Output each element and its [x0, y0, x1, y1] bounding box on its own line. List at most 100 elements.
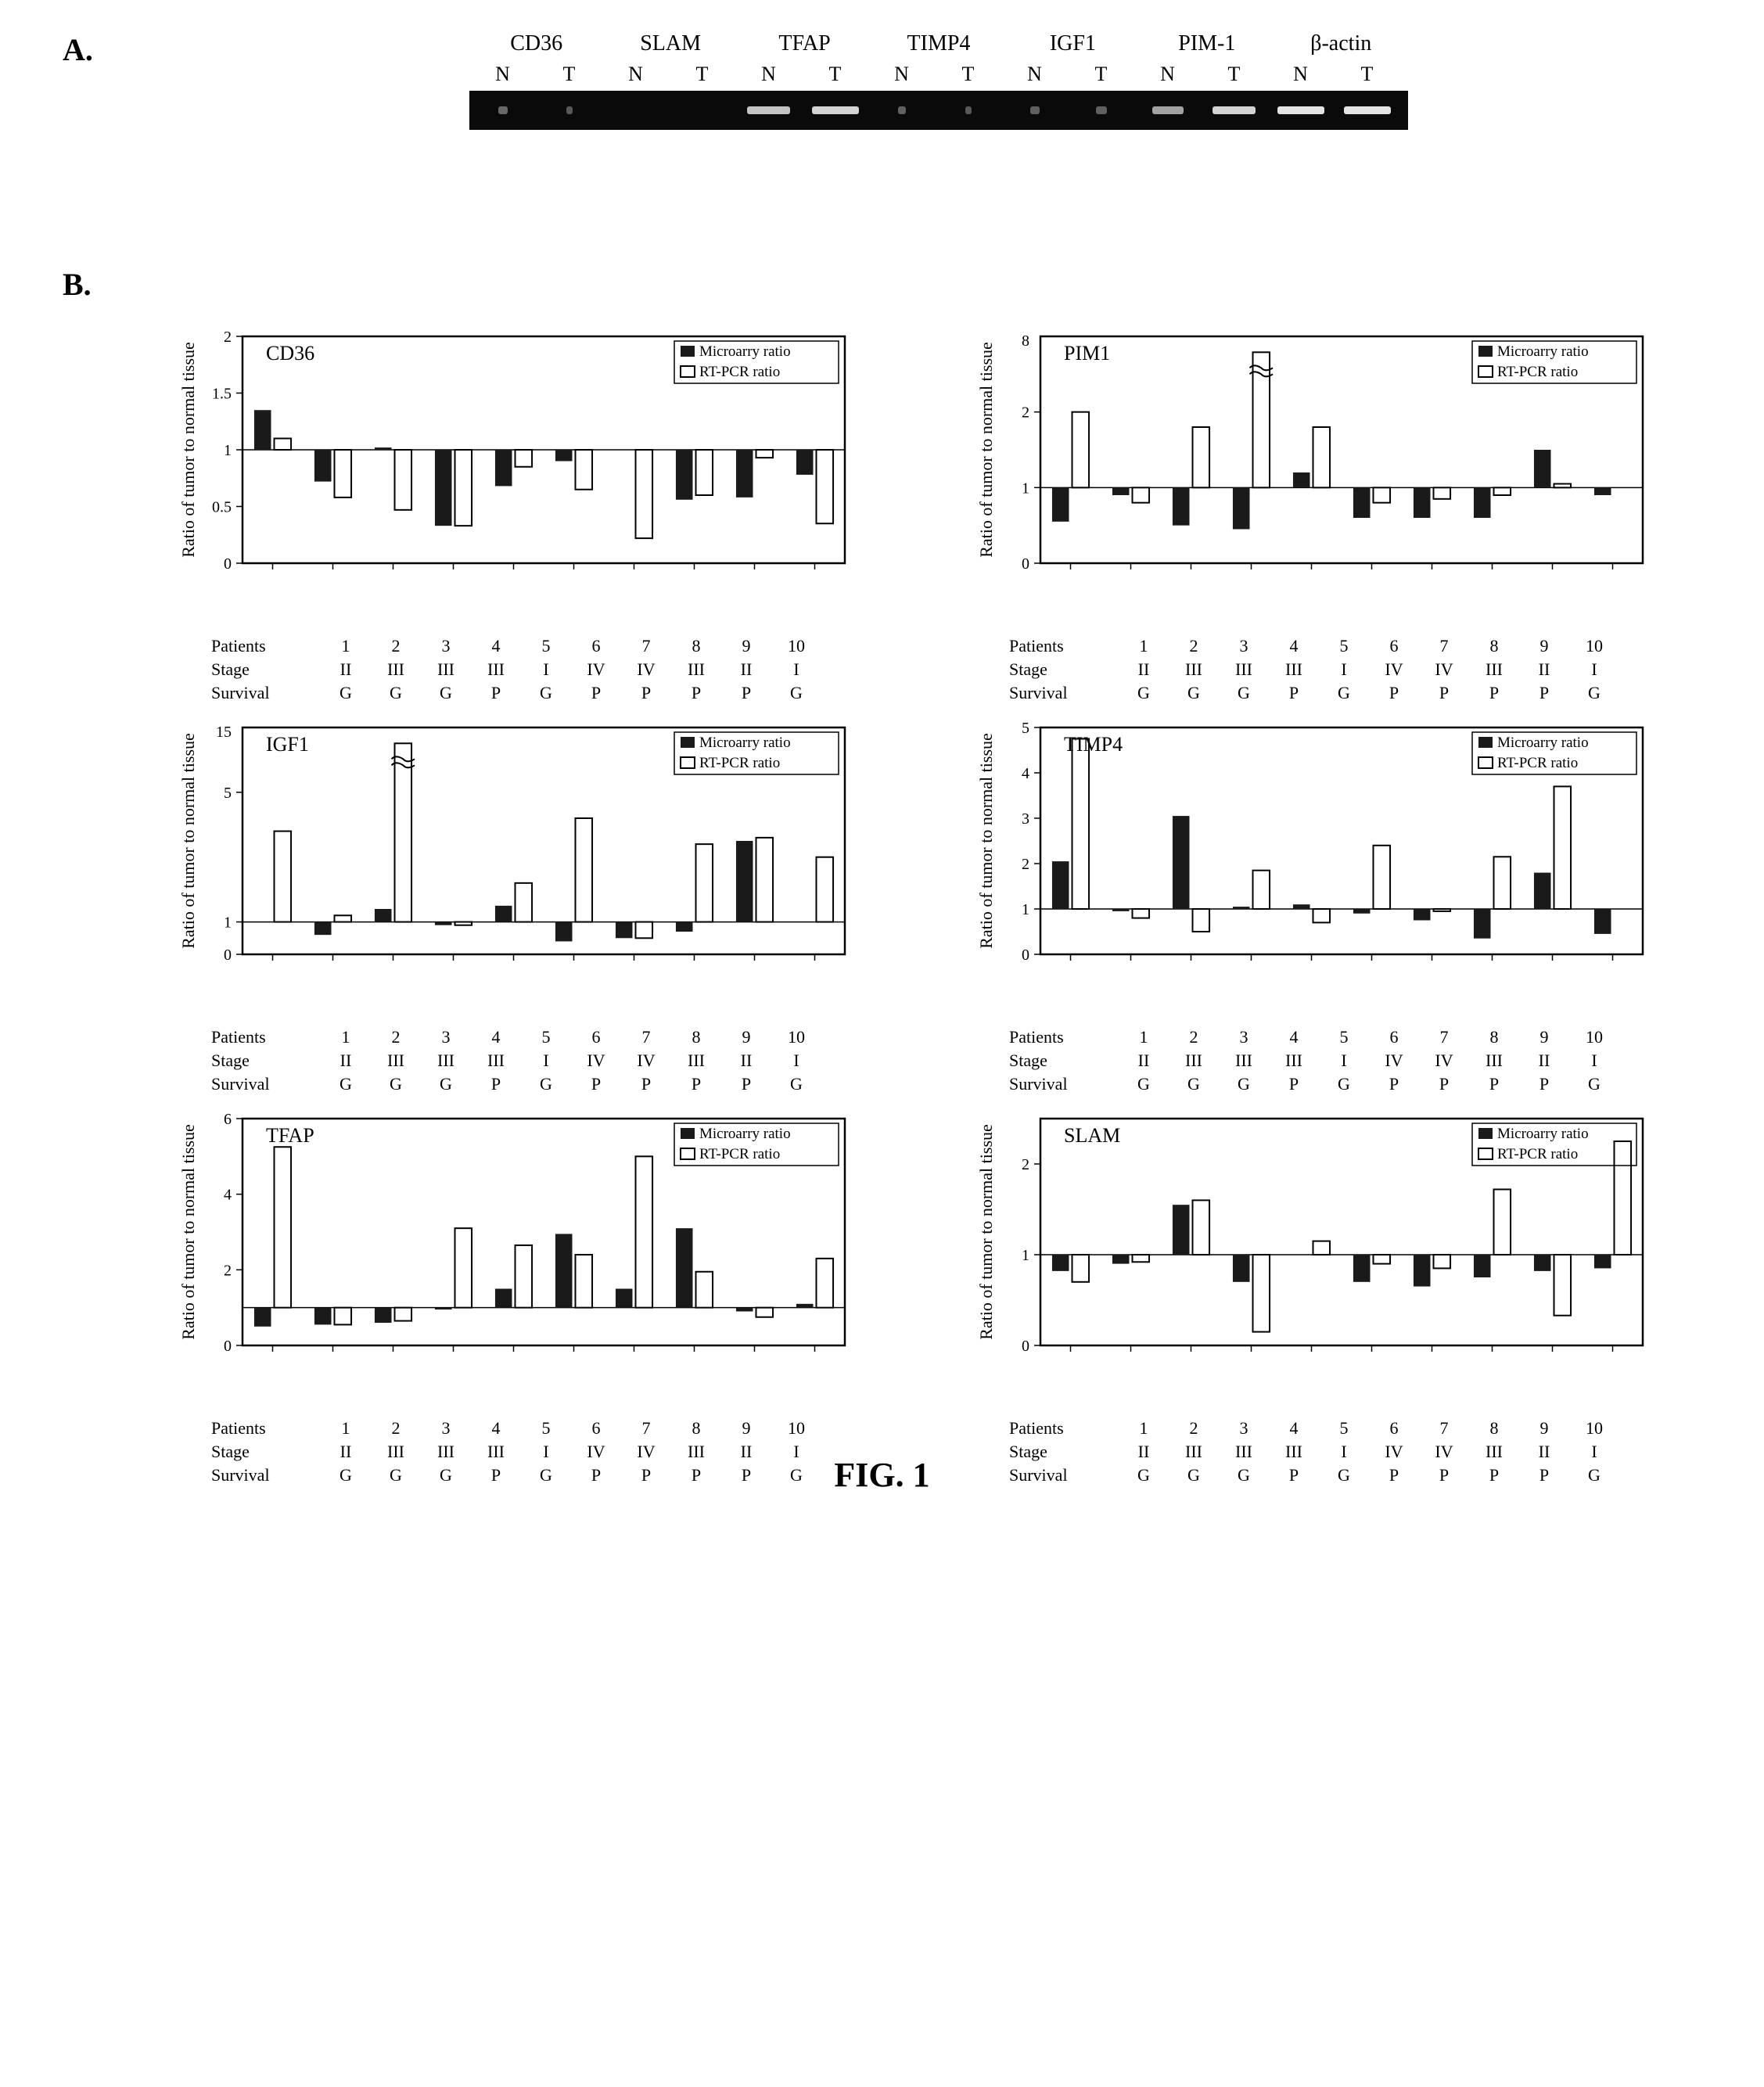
x-meta-cell: 9 — [1519, 1418, 1569, 1439]
bar-rtpcr — [395, 450, 412, 510]
y-tick-label: 1 — [1022, 901, 1029, 918]
y-tick-label: 1 — [224, 442, 232, 459]
gel-lane-nt: N — [602, 63, 669, 86]
x-meta-cell: 4 — [471, 1418, 521, 1439]
legend-swatch-rtpcr — [681, 1148, 695, 1159]
bar-rtpcr — [817, 857, 834, 922]
gel-lane-nt: T — [536, 63, 602, 86]
y-tick-label: 4 — [224, 1187, 232, 1204]
y-tick-label: 2 — [224, 1262, 232, 1279]
bar-microarray — [495, 450, 512, 486]
y-tick-label: 1 — [224, 914, 232, 932]
bar-rtpcr — [455, 922, 472, 925]
bar-microarray — [1112, 909, 1130, 911]
gel-lane — [1134, 91, 1201, 130]
x-meta-cell: IV — [621, 1442, 671, 1462]
x-meta-cell: III — [1219, 1442, 1269, 1462]
legend-label-rtpcr: RT-PCR ratio — [1497, 755, 1578, 771]
x-meta-cell: P — [1419, 1465, 1469, 1485]
chart-slam: 012Ratio of tumor to normal tissueSLAMMi… — [970, 1064, 1658, 1408]
x-meta-cell: P — [471, 1465, 521, 1485]
bar-microarray — [1534, 873, 1551, 909]
x-meta-cell: 5 — [521, 1418, 571, 1439]
x-axis-meta: Patients12345678910StageIIIIIIIIIIIIIVIV… — [970, 1418, 1619, 1485]
y-tick-label: 2 — [224, 329, 232, 346]
bar-microarray — [314, 450, 332, 482]
x-meta-cell: III — [471, 1442, 521, 1462]
x-meta-cell: P — [671, 1465, 721, 1485]
gel-gene-label: β-actin — [1274, 31, 1407, 56]
x-meta-cell: III — [421, 1442, 471, 1462]
bar-microarray — [555, 450, 573, 462]
x-meta-cell: 5 — [1319, 1027, 1369, 1047]
bar-microarray — [736, 1308, 753, 1312]
x-meta-cell: 9 — [721, 636, 771, 656]
gel-container: CD36SLAMTFAPTIMP4IGF1PIM-1β-actin NTNTNT… — [469, 31, 1408, 130]
gel-band — [1152, 106, 1184, 114]
bar-microarray — [1594, 1255, 1611, 1268]
x-meta-cell: 7 — [1419, 636, 1469, 656]
x-meta-cell: 10 — [1569, 1027, 1619, 1047]
bar-rtpcr — [1193, 909, 1210, 932]
bar-microarray — [375, 1308, 392, 1323]
bar-rtpcr — [275, 1147, 292, 1307]
bar-rtpcr — [1554, 484, 1572, 488]
chart-svg: 012Ratio of tumor to normal tissueSLAMMi… — [970, 1064, 1658, 1408]
bar-microarray — [796, 450, 814, 475]
legend-swatch-rtpcr — [681, 757, 695, 768]
bar-rtpcr — [1313, 1241, 1331, 1255]
chart-title: TFAP — [266, 1124, 314, 1147]
bar-microarray — [736, 450, 753, 498]
x-meta-cell: 6 — [571, 1027, 621, 1047]
bar-rtpcr — [275, 832, 292, 922]
bar-microarray — [314, 922, 332, 936]
x-meta-cell: 4 — [1269, 636, 1319, 656]
gel-lane-nt: T — [1334, 63, 1400, 86]
x-meta-cell: II — [321, 1442, 371, 1462]
bar-microarray — [1474, 909, 1491, 939]
bar-rtpcr — [1554, 1255, 1572, 1316]
bar-microarray — [314, 1308, 332, 1325]
x-meta-rowlabel: Survival — [1009, 1465, 1119, 1485]
x-meta-cell: 3 — [1219, 636, 1269, 656]
x-meta-cell: 2 — [1169, 1418, 1219, 1439]
bar-rtpcr — [1434, 909, 1451, 911]
y-tick-label: 0 — [1022, 555, 1029, 573]
x-meta-cell: I — [1319, 1442, 1369, 1462]
bar-rtpcr — [817, 450, 834, 523]
gel-lane — [1001, 91, 1068, 130]
y-tick-label: 0 — [1022, 947, 1029, 964]
bar-microarray — [1594, 487, 1611, 495]
legend-label-micro: Microarry ratio — [699, 735, 791, 751]
bar-rtpcr — [516, 450, 533, 467]
bar-microarray — [1534, 450, 1551, 487]
x-meta-cell: 2 — [371, 1027, 421, 1047]
gel-lane — [802, 91, 868, 130]
bar-microarray — [1353, 1255, 1371, 1282]
legend-label-micro: Microarry ratio — [699, 1126, 791, 1142]
y-axis-label: Ratio of tumor to normal tissue — [976, 733, 996, 949]
x-meta-rowlabel: Patients — [211, 1418, 321, 1439]
bar-microarray — [555, 1234, 573, 1307]
bar-microarray — [616, 1289, 633, 1308]
x-meta-cell: II — [721, 1442, 771, 1462]
bar-rtpcr — [395, 1308, 412, 1321]
x-meta-cell: 5 — [521, 636, 571, 656]
gel-band — [1096, 106, 1107, 114]
bar-rtpcr — [395, 743, 412, 921]
bar-microarray — [1353, 909, 1371, 914]
gel-lane — [1334, 91, 1400, 130]
x-meta-cell: 9 — [1519, 636, 1569, 656]
gel-lane-labels: NTNTNTNTNTNTNT — [469, 63, 1408, 86]
x-meta-cell: II — [1119, 1442, 1169, 1462]
bar-rtpcr — [636, 450, 653, 538]
gel-gene-label: CD36 — [470, 31, 603, 56]
y-tick-label: 2 — [1022, 404, 1029, 422]
y-tick-over: 15 — [216, 724, 232, 741]
x-meta-cell: 4 — [471, 636, 521, 656]
gel-band — [1213, 106, 1256, 114]
x-meta-cell: 5 — [1319, 636, 1369, 656]
bar-microarray — [676, 922, 693, 932]
x-meta-cell: 8 — [1469, 636, 1519, 656]
bar-rtpcr — [756, 1308, 774, 1317]
